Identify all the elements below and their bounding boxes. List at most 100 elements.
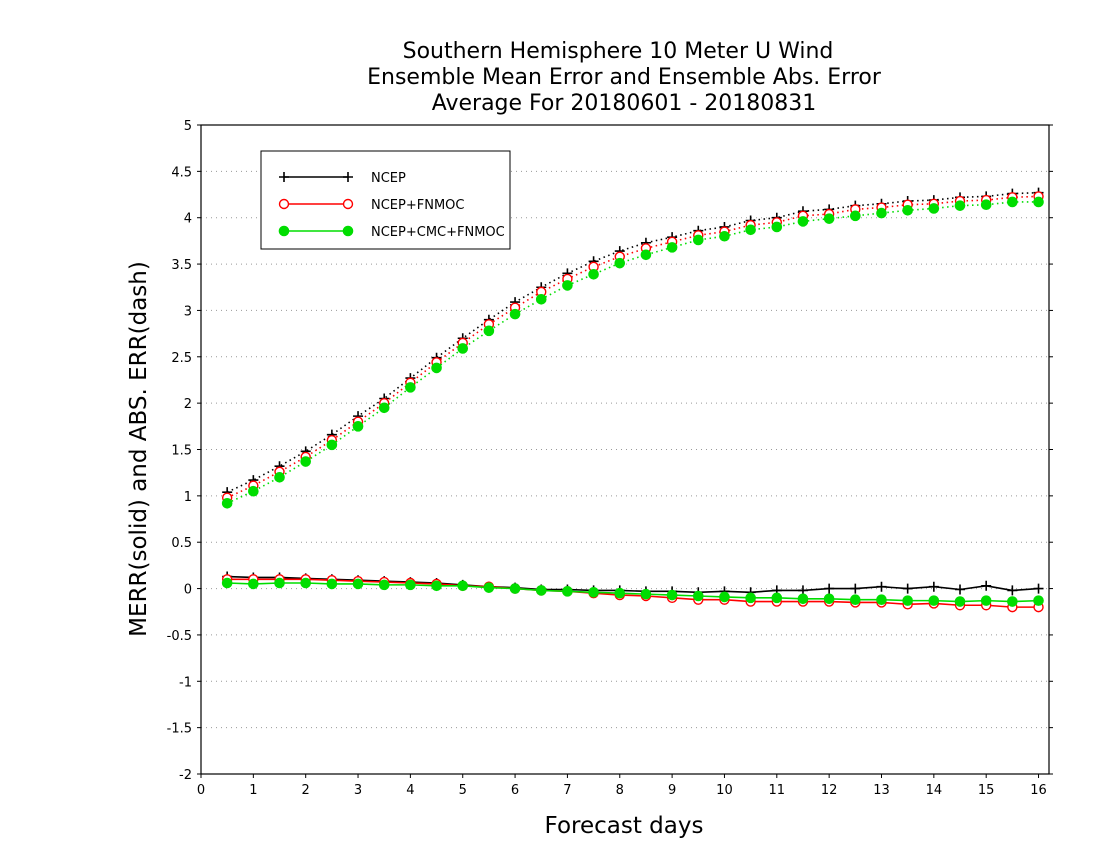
data-point-dot	[457, 580, 469, 592]
data-point-dot	[980, 199, 992, 211]
x-tick-label: 10	[716, 783, 733, 798]
data-point-dot	[509, 308, 521, 320]
data-point-dot	[797, 216, 809, 227]
legend-label: NCEP+CMC+FNMOC	[371, 225, 505, 240]
x-tick-label: 7	[563, 783, 571, 798]
data-point-dot	[614, 587, 626, 599]
data-point-dot	[745, 224, 756, 236]
data-point-dot	[248, 485, 259, 497]
axes: 54.543.532.521.510.50-0.5-1-1.5-20 1 2 3 4 5 6…	[167, 119, 1053, 798]
data-point-dot	[378, 579, 390, 591]
data-point-dot	[666, 589, 678, 601]
data-point-dot	[248, 578, 259, 590]
data-point-dot	[405, 382, 416, 393]
x-axis-title: Forecast days	[545, 813, 704, 839]
y-tick-label: -0.5	[167, 629, 192, 644]
data-point-dot	[771, 221, 783, 233]
legend: NCEP NCEP+FNMOC NCEP+CMC+FNMOC	[260, 150, 511, 250]
data-point-dot	[771, 592, 783, 604]
y-tick-label: 4.5	[171, 165, 192, 180]
data-point-dot	[352, 421, 364, 432]
plot-series	[221, 187, 1044, 613]
data-point-dot	[876, 594, 887, 605]
x-tick-label: 9	[668, 783, 676, 798]
data-point-dot	[666, 242, 678, 253]
data-point-dot	[483, 582, 495, 593]
y-tick-label: 2	[184, 397, 192, 412]
x-tick-label: 13	[873, 783, 890, 798]
data-point-dot	[274, 577, 285, 589]
data-point-plus	[928, 581, 939, 592]
data-point-dot	[588, 268, 599, 280]
y-tick-label: 0	[184, 583, 192, 598]
data-point-dot	[278, 225, 290, 237]
y-tick-label: -2	[179, 768, 192, 783]
x-tick-label: 12	[821, 783, 838, 798]
y-tick-label: 3	[184, 304, 192, 319]
chart-title: Southern Hemisphere 10 Meter U Wind Ense…	[367, 39, 882, 116]
x-tick-label: 15	[978, 783, 995, 798]
x-tick-label: 1	[249, 783, 257, 798]
title-line-1: Southern Hemisphere 10 Meter U Wind	[403, 39, 834, 64]
data-point-dot	[588, 586, 599, 598]
data-point-dot	[640, 588, 652, 600]
data-point-dot	[902, 204, 913, 216]
data-point-dot	[640, 249, 652, 261]
series-ncep-fnmoc	[221, 191, 1044, 613]
data-point-dot	[902, 595, 913, 606]
x-tick-label: 4	[406, 783, 414, 798]
data-point-dot	[954, 596, 966, 607]
data-point-plus	[279, 172, 289, 182]
x-tick-label: 6	[511, 783, 519, 798]
data-point-dot	[928, 595, 940, 606]
y-tick-label: -1.5	[167, 722, 192, 737]
data-point-dot	[562, 280, 573, 291]
data-point-dot	[562, 586, 573, 597]
x-tick-label: 5	[459, 783, 467, 798]
x-tick-label: 16	[1030, 783, 1047, 798]
data-point-plus	[981, 580, 992, 591]
data-point-circle	[278, 198, 290, 210]
x-tick-label: 0	[197, 783, 205, 798]
data-point-dot	[1033, 196, 1044, 208]
data-point-dot	[1033, 595, 1044, 606]
series-ncep-cmc-fnmoc	[221, 196, 1044, 607]
y-tick-label: -1	[179, 675, 192, 690]
data-point-dot	[342, 225, 354, 237]
y-tick-label: 1.5	[171, 444, 192, 459]
data-point-dot	[745, 592, 756, 604]
legend-label: NCEP	[371, 171, 406, 186]
legend-box	[260, 150, 511, 250]
data-point-dot	[431, 580, 442, 592]
data-point-dot	[823, 213, 835, 224]
y-tick-label: 0.5	[171, 536, 192, 551]
data-point-dot	[1007, 596, 1018, 607]
data-point-dot	[719, 230, 730, 242]
data-point-dot	[1007, 196, 1018, 208]
data-point-dot	[876, 207, 887, 219]
data-point-dot	[797, 593, 809, 605]
title-line-3: Average For 20180601 - 20180831	[432, 91, 817, 116]
data-point-dot	[274, 472, 285, 483]
x-tick-label: 2	[302, 783, 310, 798]
x-tick-label: 8	[616, 783, 624, 798]
y-tick-label: 1	[184, 490, 192, 505]
data-point-dot	[326, 578, 338, 590]
data-point-plus	[876, 581, 887, 592]
data-point-dot	[850, 594, 861, 605]
data-point-dot	[352, 578, 364, 590]
x-tick-label: 3	[354, 783, 362, 798]
data-point-dot	[692, 590, 704, 602]
data-point-dot	[457, 343, 469, 354]
data-point-dot	[692, 234, 704, 246]
data-point-plus	[1007, 585, 1018, 596]
data-point-plus	[850, 583, 861, 594]
data-point-dot	[221, 497, 233, 509]
data-point-dot	[823, 593, 835, 605]
grid-lines	[201, 170, 1049, 729]
data-point-dot	[405, 579, 416, 591]
data-point-dot	[719, 591, 730, 603]
data-point-dot	[300, 577, 311, 589]
data-point-dot	[378, 402, 390, 414]
